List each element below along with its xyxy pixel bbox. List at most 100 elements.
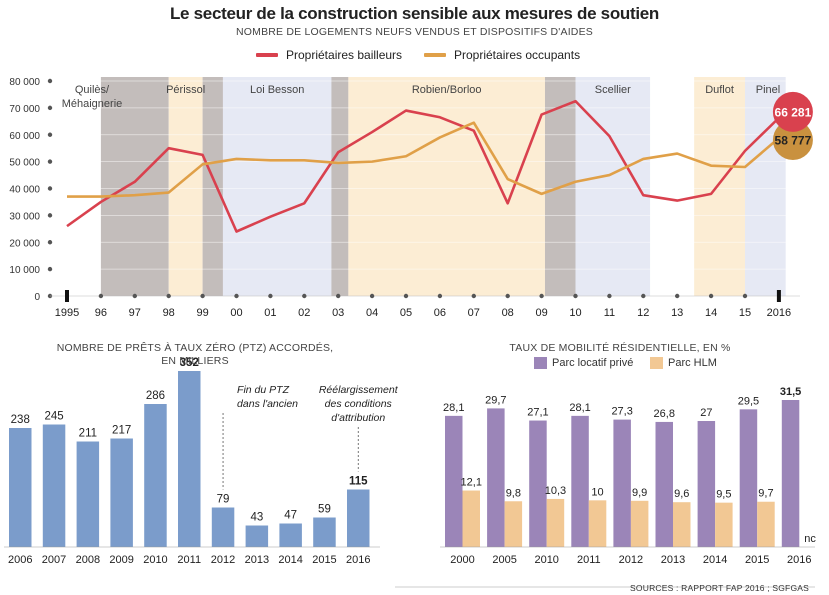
end-value-label: 58 777	[775, 134, 812, 148]
mobility-year-label: 2010	[534, 554, 558, 566]
y-tick-label: 50 000	[9, 158, 40, 169]
ptz-year-label: 2011	[177, 554, 201, 566]
mobility-year-label: 2014	[703, 554, 727, 566]
mobility-bar-prive	[781, 400, 800, 547]
mobility-bar-hlm	[546, 498, 565, 547]
mobility-bar-hlm	[757, 501, 775, 547]
y-tick-label: 0	[34, 292, 40, 303]
x-tick-dot	[336, 293, 341, 299]
mobility-value-label: 10	[591, 486, 603, 498]
mobility-year-label: 2005	[492, 554, 516, 566]
mobility-bar-hlm	[462, 490, 480, 547]
scheme-label: Pinel	[756, 84, 780, 96]
ptz-annotation: des conditions	[325, 398, 393, 410]
x-tick-dot	[742, 293, 748, 299]
scheme-band	[348, 77, 545, 296]
y-tick-dot	[47, 213, 53, 218]
legend-item-bailleurs: Propriétaires bailleurs	[256, 44, 402, 66]
legend-item-prive: Parc locatif privé	[534, 357, 633, 369]
x-tick-label: 11	[604, 307, 615, 319]
mobility-bar-hlm	[504, 501, 523, 547]
ptz-bar	[76, 441, 100, 547]
ptz-annotation: d'attribution	[331, 412, 385, 424]
y-tick-label: 80 000	[9, 77, 40, 88]
x-tick-dot	[539, 293, 544, 299]
y-tick-dot	[47, 105, 53, 111]
y-tick-dot	[47, 132, 53, 137]
ptz-value-label: 43	[250, 512, 263, 524]
x-tick-dot	[302, 293, 307, 299]
x-tick-dot	[607, 293, 612, 299]
x-tick-label: 99	[196, 307, 208, 319]
mobility-value-label: 9,8	[506, 487, 521, 499]
ptz-value-label: 115	[349, 476, 368, 488]
mobility-bar-prive	[529, 420, 547, 547]
mobility-value-label: 9,6	[674, 488, 689, 500]
scheme-band	[331, 77, 349, 296]
legend-swatch-bailleurs	[256, 53, 278, 57]
ptz-bar	[178, 371, 201, 547]
y-tick-dot	[47, 240, 53, 245]
mobility-value-label: 26,8	[654, 408, 675, 420]
ptz-annotation: Fin du PTZ	[237, 384, 290, 396]
ptz-bar	[110, 438, 133, 547]
series-line-bailleurs	[66, 99, 780, 233]
legend-swatch-hlm	[650, 357, 663, 369]
mobility-year-label: 2012	[619, 554, 643, 566]
ptz-value-label: 245	[44, 411, 63, 423]
ptz-bar	[347, 489, 370, 547]
x-tick-dot	[200, 293, 205, 299]
end-label-badge	[772, 120, 813, 161]
x-tick-dot	[471, 293, 476, 299]
mobility-year-label: 2011	[577, 554, 601, 566]
y-tick-label: 30 000	[9, 211, 40, 222]
ptz-year-label: 2006	[8, 554, 32, 566]
ptz-year-label: 2014	[278, 554, 302, 566]
ptz-value-label: 352	[180, 357, 199, 369]
x-tick-label: 09	[535, 307, 547, 319]
y-tick-label: 20 000	[9, 238, 40, 249]
ptz-annotation: Réélargissement	[319, 384, 399, 396]
ptz-year-label: 2007	[42, 554, 66, 566]
x-tick-label: 08	[502, 307, 514, 319]
x-tick-dot	[132, 293, 137, 299]
scheme-band	[202, 77, 223, 296]
scheme-label: Périssol	[166, 84, 205, 96]
mobility-value-label: 12,1	[461, 477, 482, 489]
y-tick-label: 70 000	[9, 104, 40, 115]
x-tick-dot	[166, 293, 171, 299]
ptz-bar	[211, 507, 235, 547]
ptz-bar	[279, 523, 302, 547]
x-tick-label: 97	[129, 307, 141, 319]
x-tick-label: 10	[569, 307, 581, 319]
scheme-label: Méhaignerie	[62, 98, 123, 110]
x-tick-dot	[98, 293, 104, 299]
scheme-label: Duflot	[705, 84, 734, 96]
mobility-bar-prive	[445, 415, 463, 547]
x-tick-label: 13	[671, 307, 683, 319]
legend-label-prive: Parc locatif privé	[552, 357, 634, 369]
ptz-chart-title: NOMBRE DE PRÊTS À TAUX ZÉRO (PTZ) ACCORD…	[40, 342, 350, 368]
ptz-value-label: 47	[284, 510, 297, 522]
ptz-title-line2: EN MILLIERS	[161, 355, 229, 367]
mobility-bar-hlm	[715, 502, 733, 547]
x-tick-label: 00	[230, 307, 242, 319]
mobility-value-label: 31,5	[780, 386, 801, 398]
mobility-value-label: 27	[700, 407, 712, 419]
scheme-label: Scellier	[595, 84, 631, 96]
x-tick-dot	[573, 293, 578, 299]
ptz-bar	[9, 428, 32, 547]
legend-label-bailleurs: Propriétaires bailleurs	[286, 48, 403, 62]
ptz-title-line1: NOMBRE DE PRÊTS À TAUX ZÉRO (PTZ) ACCORD…	[56, 342, 334, 354]
y-tick-dot	[47, 186, 53, 191]
scheme-band	[222, 77, 332, 296]
scheme-band	[100, 77, 169, 296]
scheme-band	[168, 77, 203, 296]
ptz-year-label: 2008	[76, 554, 100, 566]
ptz-value-label: 286	[146, 390, 165, 402]
mobility-bar-prive	[487, 408, 505, 547]
mobility-value-label: 27,1	[527, 407, 548, 419]
y-tick-dot	[47, 266, 53, 272]
x-tick-label: 14	[705, 307, 717, 319]
